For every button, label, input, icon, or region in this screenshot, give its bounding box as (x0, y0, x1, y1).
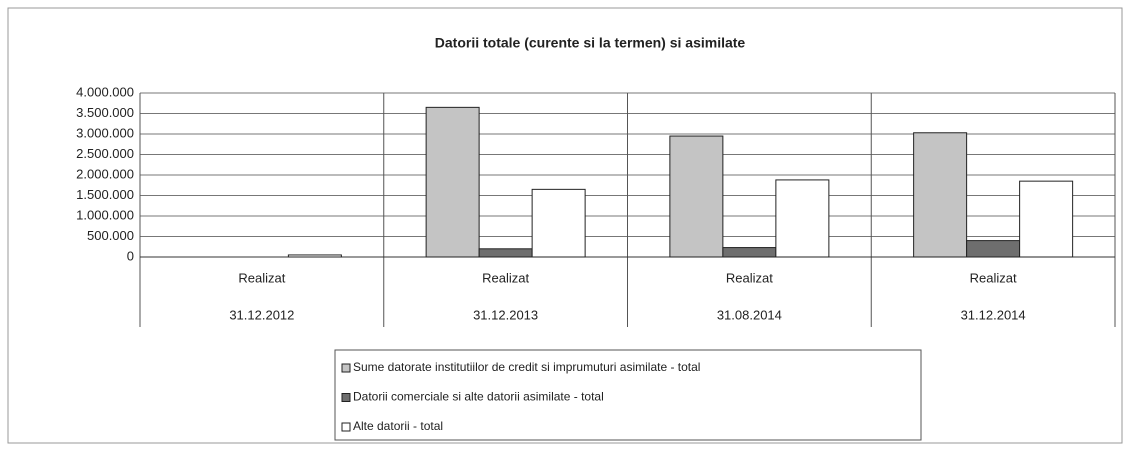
bar (287, 254, 342, 258)
legend-marker (341, 393, 351, 402)
y-tick-label: 1.500.000 (76, 187, 134, 202)
bar (775, 179, 830, 258)
bar (425, 106, 480, 258)
chart-title: Datorii totale (curente si la termen) si… (435, 35, 746, 51)
legend-label: Datorii comerciale si alte datorii asimi… (353, 390, 604, 404)
bar (531, 188, 586, 258)
x-tick-label: Realizat (482, 270, 529, 285)
legend-marker (341, 363, 351, 373)
bar (722, 247, 777, 258)
x-tick-label: Realizat (970, 270, 1017, 285)
bar (669, 135, 724, 258)
x-tick-label: 31.08.2014 (717, 307, 782, 322)
y-tick-label: 1.000.000 (76, 207, 134, 222)
legend-marker (341, 422, 351, 432)
bar (913, 132, 968, 258)
bar (478, 248, 533, 258)
legend-label: Sume datorate institutiilor de credit si… (353, 360, 700, 374)
y-tick-label: 2.000.000 (76, 166, 134, 181)
x-tick-label: 31.12.2014 (961, 307, 1026, 322)
x-tick-label: 31.12.2013 (473, 307, 538, 322)
x-tick-label: Realizat (726, 270, 773, 285)
legend-box (334, 349, 922, 441)
bar (1019, 180, 1074, 258)
y-tick-label: 4.000.000 (76, 84, 134, 99)
bar (966, 240, 1021, 258)
y-tick-label: 3.500.000 (76, 105, 134, 120)
x-tick-label: 31.12.2012 (229, 307, 294, 322)
y-tick-label: 500.000 (87, 228, 134, 243)
legend-label: Alte datorii - total (353, 419, 443, 433)
x-tick-label: Realizat (238, 270, 285, 285)
y-tick-label: 2.500.000 (76, 146, 134, 161)
y-tick-label: 0 (127, 248, 134, 263)
y-tick-label: 3.000.000 (76, 125, 134, 140)
